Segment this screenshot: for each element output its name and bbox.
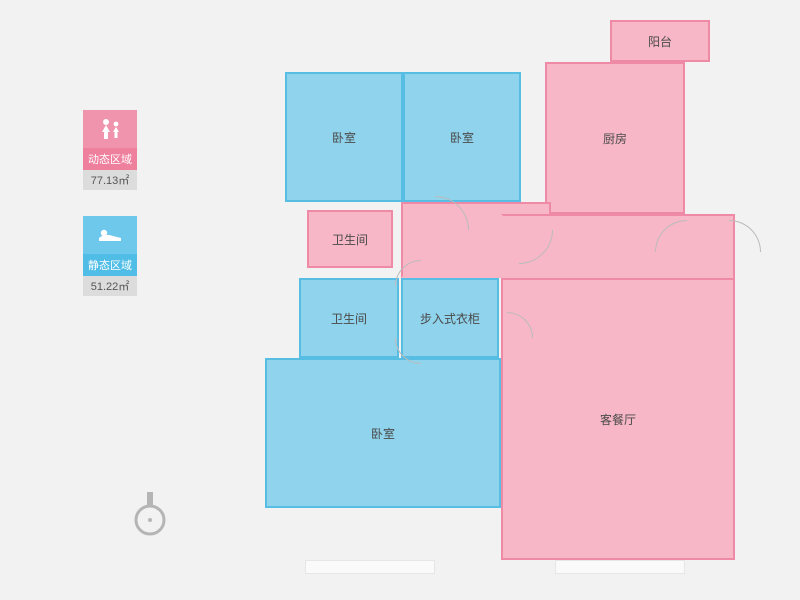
- door-arc: [729, 220, 761, 252]
- room-label: 卫生间: [331, 310, 367, 327]
- room-label: 卧室: [371, 425, 395, 442]
- room-bedroom-1: 卧室: [285, 72, 403, 202]
- sleep-icon: [95, 225, 125, 245]
- legend-dynamic-badge: [83, 110, 137, 148]
- window-sill: [305, 560, 435, 574]
- legend-dynamic-value: 77.13㎡: [83, 170, 137, 190]
- door-arc: [395, 260, 421, 286]
- room-living-c: 客餐厅: [501, 278, 735, 560]
- legend-static-label: 静态区域: [83, 254, 137, 276]
- room-label: 卫生间: [332, 231, 368, 248]
- room-bedroom-2: 卧室: [403, 72, 521, 202]
- compass-icon: [130, 490, 170, 538]
- legend-static: 静态区域 51.22㎡: [75, 216, 145, 296]
- room-bath-1: 卫生间: [307, 210, 393, 268]
- room-label: 客餐厅: [600, 411, 636, 428]
- room-bath-2: 卫生间: [299, 278, 399, 358]
- floor-plan: 阳台卧室卧室厨房卫生间卫生间步入式衣柜卧室客餐厅: [265, 20, 765, 580]
- legend-panel: 动态区域 77.13㎡ 静态区域 51.22㎡: [75, 110, 145, 322]
- room-label: 阳台: [648, 33, 672, 50]
- people-icon: [96, 117, 124, 141]
- window-sill: [555, 560, 685, 574]
- legend-static-badge: [83, 216, 137, 254]
- room-label: 卧室: [332, 129, 356, 146]
- legend-dynamic: 动态区域 77.13㎡: [75, 110, 145, 190]
- room-balcony: 阳台: [610, 20, 710, 62]
- legend-static-value: 51.22㎡: [83, 276, 137, 296]
- room-label: 卧室: [450, 129, 474, 146]
- room-label: 厨房: [603, 130, 627, 147]
- room-bedroom-3: 卧室: [265, 358, 501, 508]
- room-label: 步入式衣柜: [420, 310, 480, 327]
- legend-dynamic-label: 动态区域: [83, 148, 137, 170]
- room-kitchen: 厨房: [545, 62, 685, 214]
